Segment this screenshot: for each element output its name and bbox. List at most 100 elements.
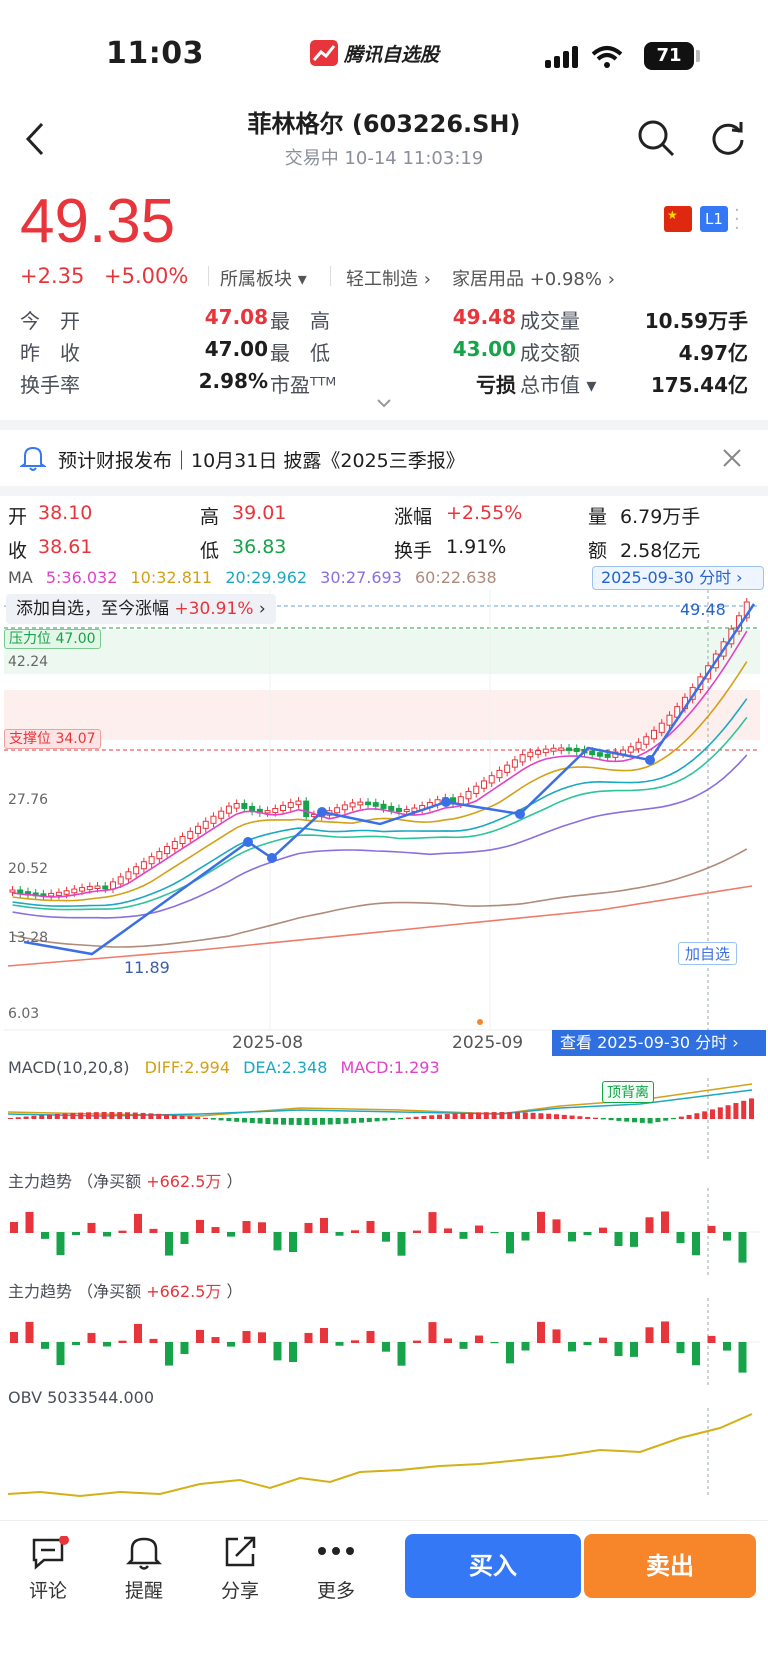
current-price: 49.35 — [20, 187, 176, 256]
main-force-chart-2[interactable] — [0, 1298, 768, 1388]
ma-line — [12, 848, 748, 948]
pe-value: 亏损 — [476, 373, 516, 397]
main-force-bar — [304, 1222, 313, 1233]
candle — [666, 714, 673, 726]
amount-value: 4.97亿 — [678, 341, 748, 365]
main-force-bar — [211, 1227, 220, 1233]
candle — [55, 891, 62, 896]
tab-comment[interactable]: 评论 — [28, 1580, 67, 1602]
tab-alert[interactable]: 提醒 — [124, 1580, 163, 1602]
expand-chevron-icon[interactable] — [376, 398, 392, 410]
candle — [604, 753, 611, 758]
main-force-bar — [134, 1323, 142, 1343]
tab-more[interactable]: 更多 — [316, 1580, 355, 1602]
divider — [0, 486, 768, 496]
ma-line-long — [7, 885, 753, 967]
main-force-bar — [149, 1228, 158, 1233]
sell-button[interactable]: 卖出 — [584, 1534, 756, 1598]
macd-bar — [101, 1112, 107, 1119]
trend-line — [23, 603, 756, 956]
back-icon[interactable] — [22, 120, 48, 158]
main-force-bar — [707, 1335, 716, 1343]
candle — [187, 830, 194, 839]
macd-bar — [725, 1105, 731, 1119]
main-force-bar — [196, 1329, 204, 1343]
macd-bar — [320, 1118, 325, 1125]
obv-chart[interactable] — [0, 1408, 768, 1498]
macd-diff: DIFF:2.994 — [144, 1058, 231, 1077]
main-force-bar — [568, 1342, 576, 1352]
candle — [542, 748, 549, 754]
macd-bar — [749, 1098, 754, 1119]
candle — [380, 803, 387, 809]
main-force-bar — [459, 1342, 468, 1349]
price-change-pct: +5.00% — [104, 264, 189, 288]
pressure-level-tag: 压力位 47.00 — [4, 629, 101, 649]
ma-line — [12, 754, 748, 919]
share-icon[interactable] — [222, 1534, 258, 1570]
main-force-bar — [165, 1342, 173, 1366]
level-badge[interactable]: L1 — [700, 206, 728, 232]
sector-home-goods[interactable]: 家居用品 +0.98% › — [452, 269, 615, 290]
buy-button[interactable]: 买入 — [405, 1534, 581, 1598]
candle-vol-label: 量 — [588, 506, 608, 528]
more-icon[interactable] — [316, 1544, 356, 1558]
comment-icon[interactable] — [30, 1536, 70, 1572]
quote-row: 今 开 47.08 最 高 49.48 成交量 10.59万手 — [20, 305, 748, 337]
refresh-icon[interactable] — [708, 118, 748, 158]
macd-bar — [132, 1112, 138, 1119]
main-force-bar — [10, 1332, 18, 1343]
sector-dropdown[interactable]: 所属板块 ▾ — [220, 269, 307, 290]
support-level-tag: 支撑位 34.07 — [4, 729, 101, 749]
mktcap-label[interactable]: 总市值 ▾ — [520, 373, 597, 397]
kline-chart[interactable] — [0, 590, 768, 1050]
macd-bar — [226, 1118, 232, 1122]
macd-bar — [710, 1109, 715, 1119]
candle — [635, 741, 642, 750]
main-force-bar — [211, 1337, 220, 1343]
y-axis-label: 20.52 — [8, 861, 49, 877]
low-label: 最 低 — [270, 341, 330, 365]
pe-label[interactable]: 市盈ᵀᵀᴹ — [270, 373, 337, 397]
main-force-bar — [118, 1340, 127, 1343]
main-force-bar — [289, 1232, 297, 1253]
candle — [519, 754, 526, 763]
candle — [48, 892, 55, 897]
high-value: 49.48 — [452, 305, 516, 329]
alert-bell-icon[interactable] — [126, 1534, 162, 1572]
tip-pct: +30.91% — [174, 599, 254, 619]
macd-bar — [413, 1116, 419, 1119]
macd-bar — [288, 1118, 294, 1125]
main-force-chart[interactable] — [0, 1188, 768, 1278]
add-watchlist-marker[interactable]: 加自选 — [678, 942, 738, 965]
macd-bar — [733, 1103, 739, 1119]
candle — [341, 804, 348, 811]
macd-bar — [15, 1117, 21, 1119]
tab-share[interactable]: 分享 — [220, 1580, 259, 1602]
ma60-value: 60:22.638 — [414, 568, 497, 587]
add-watchlist-tip[interactable]: 添加自选，至今涨幅 +30.91% › — [6, 594, 276, 624]
macd-bar — [741, 1100, 747, 1119]
main-force-bar — [506, 1342, 514, 1364]
sector-light-industry[interactable]: 轻工制造 › — [346, 269, 431, 290]
macd-bar — [93, 1112, 99, 1119]
candle — [388, 805, 395, 811]
macd-bar — [647, 1118, 653, 1124]
close-icon[interactable] — [722, 448, 742, 468]
macd-bar — [210, 1118, 216, 1120]
volume-value: 10.59万手 — [644, 309, 748, 333]
candle — [658, 722, 665, 733]
brand-name: 腾讯自选股 — [344, 44, 440, 66]
earnings-notice[interactable]: 预计财报发布｜10月31日 披露《2025三季报》 — [58, 450, 465, 472]
main-force-value: +662.5万 — [146, 1172, 222, 1191]
more-dots-icon[interactable]: · · · — [734, 200, 740, 239]
view-intraday-button[interactable]: 查看 2025-09-30 分时 › — [552, 1030, 766, 1056]
candle — [9, 889, 16, 893]
macd-bar — [281, 1118, 286, 1125]
date-intraday-button[interactable]: 2025-09-30 分时 › — [592, 566, 764, 590]
macd-bar — [429, 1115, 435, 1119]
macd-bar — [678, 1116, 684, 1119]
candle-high-label: 高 — [200, 506, 220, 528]
candle — [504, 764, 511, 773]
search-icon[interactable] — [636, 118, 676, 158]
